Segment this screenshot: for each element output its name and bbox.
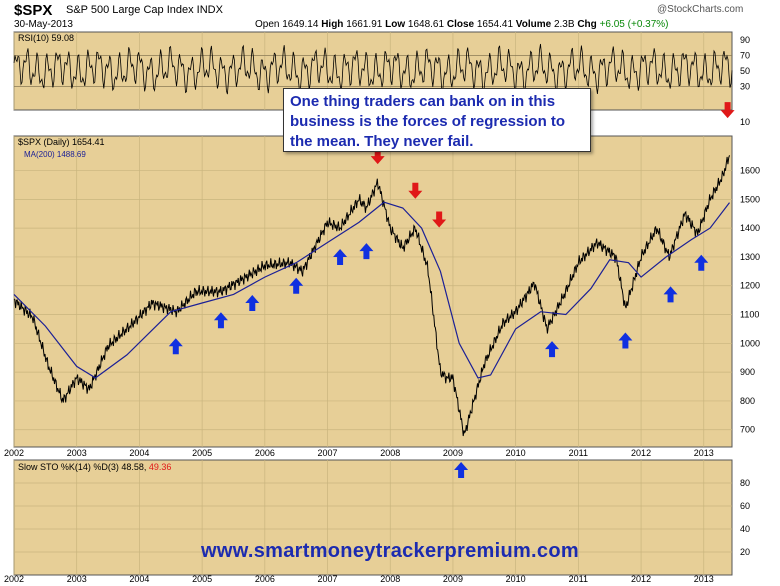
arrow-up-icon xyxy=(694,254,709,271)
x-tick-label: 2005 xyxy=(192,574,212,584)
ma200-line xyxy=(13,201,730,379)
high-value: 1661.91 xyxy=(346,19,383,30)
stochastic-d-value: 49.36 xyxy=(149,462,172,472)
x-tick-label: 2004 xyxy=(129,448,149,458)
chart-date: 30-May-2013 xyxy=(14,19,73,30)
low-label: Low xyxy=(385,19,406,30)
x-tick-label: 2007 xyxy=(318,574,338,584)
open-value: 1649.14 xyxy=(282,19,319,30)
y-tick-label: 1400 xyxy=(740,223,760,233)
annotation-callout: One thing traders can bank on in this bu… xyxy=(283,88,591,152)
x-tick-label: 2004 xyxy=(129,574,149,584)
arrow-up-icon xyxy=(168,338,183,355)
price-panel xyxy=(13,135,733,448)
arrow-down-icon xyxy=(432,211,447,228)
x-tick-label: 2013 xyxy=(694,574,714,584)
rsi-y-tick-label: 30 xyxy=(740,82,750,92)
y-tick-label: 1200 xyxy=(740,281,760,291)
arrow-up-icon xyxy=(618,332,633,349)
x-tick-label: 2011 xyxy=(569,574,588,584)
price-line xyxy=(13,155,730,437)
x-tick-label: 2012 xyxy=(631,448,651,458)
chart-header: $SPX S&P 500 Large Cap Index INDX 30-May… xyxy=(0,0,780,30)
arrow-up-icon xyxy=(245,295,260,312)
x-tick-label: 2003 xyxy=(67,448,87,458)
open-label: Open xyxy=(255,19,280,30)
volume-label: Volume xyxy=(515,19,552,30)
x-tick-label: 2006 xyxy=(255,574,275,584)
ticker-symbol: $SPX xyxy=(14,2,53,19)
low-value: 1648.61 xyxy=(407,19,445,30)
volume-value: 2.3B xyxy=(553,19,575,30)
y-tick-label: 1300 xyxy=(740,252,760,262)
price-title: $SPX (Daily) 1654.41 xyxy=(18,137,105,147)
chg-label: Chg xyxy=(577,19,597,30)
arrow-up-icon xyxy=(359,243,374,260)
x-tick-label: 2002 xyxy=(4,574,24,584)
x-tick-label: 2007 xyxy=(318,448,338,458)
x-tick-label: 2010 xyxy=(506,574,526,584)
arrow-up-icon xyxy=(545,341,560,358)
arrow-up-icon xyxy=(333,248,348,265)
close-value: 1654.41 xyxy=(476,19,514,30)
x-tick-label: 2008 xyxy=(380,448,400,458)
x-tick-label: 2009 xyxy=(443,574,463,584)
rsi-line xyxy=(13,43,733,95)
x-tick-label: 2013 xyxy=(694,448,714,458)
ma200-title: MA(200) 1488.69 xyxy=(24,150,86,159)
x-tick-label: 2011 xyxy=(569,448,588,458)
stochastic-y-tick-label: 20 xyxy=(740,547,750,557)
x-tick-label: 2008 xyxy=(380,574,400,584)
ticker-name: S&P 500 Large Cap Index INDX xyxy=(66,4,223,16)
arrow-down-icon xyxy=(408,182,423,199)
y-tick-label: 900 xyxy=(740,367,755,377)
y-tick-label: 800 xyxy=(740,396,755,406)
arrow-down-icon xyxy=(720,102,735,119)
website-url: www.smartmoneytrackerpremium.com xyxy=(201,540,579,562)
source-credit: @StockCharts.com xyxy=(657,4,744,15)
chg-value: +6.05 (+0.37%) xyxy=(599,19,669,30)
arrow-up-icon xyxy=(213,312,228,329)
stochastic-y-tick-label: 60 xyxy=(740,501,750,511)
arrow-up-icon xyxy=(663,286,678,303)
x-tick-label: 2009 xyxy=(443,448,463,458)
x-tick-label: 2003 xyxy=(67,574,87,584)
stochastic-y-tick-label: 80 xyxy=(740,478,750,488)
x-tick-label: 2002 xyxy=(4,448,24,458)
arrow-up-icon xyxy=(289,277,304,294)
high-label: High xyxy=(321,19,344,30)
y-tick-label: 1600 xyxy=(740,166,760,176)
rsi-y-tick-label: 10 xyxy=(740,117,750,127)
x-tick-label: 2006 xyxy=(255,448,275,458)
rsi-title: RSI(10) 59.08 xyxy=(18,33,74,43)
close-label: Close xyxy=(446,19,475,30)
rsi-y-tick-label: 50 xyxy=(740,66,750,76)
x-tick-label: 2012 xyxy=(631,574,651,584)
rsi-y-tick-label: 90 xyxy=(740,35,750,45)
y-tick-label: 1100 xyxy=(740,310,759,320)
arrow-up-icon xyxy=(454,462,469,479)
y-tick-label: 1500 xyxy=(740,194,760,204)
quote-line: Open 1649.14 High 1661.91 Low 1648.61 Cl… xyxy=(255,19,669,30)
x-tick-label: 2010 xyxy=(506,448,526,458)
x-tick-label: 2005 xyxy=(192,448,212,458)
arrow-down-icon xyxy=(370,148,385,165)
stochastic-title: Slow STO %K(14) %D(3) 48.58, 49.36 xyxy=(18,462,171,472)
rsi-y-tick-label: 70 xyxy=(740,50,750,60)
stochastic-y-tick-label: 40 xyxy=(740,524,750,534)
y-tick-label: 1000 xyxy=(740,338,760,348)
y-tick-label: 700 xyxy=(740,425,755,435)
